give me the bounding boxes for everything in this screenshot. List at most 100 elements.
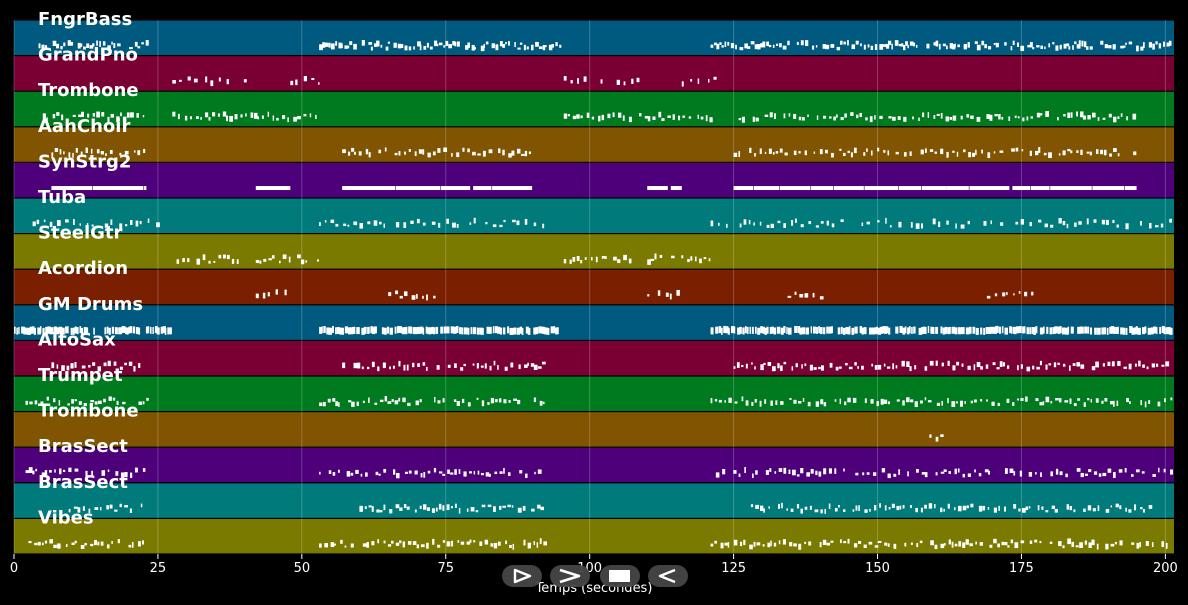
note-event <box>418 149 423 154</box>
stop-button[interactable] <box>600 565 640 587</box>
note-event <box>339 327 343 335</box>
note-event <box>136 113 139 118</box>
note-event <box>658 111 662 118</box>
fast-forward-button[interactable] <box>550 565 590 587</box>
note-event <box>1059 326 1062 334</box>
rewind-button[interactable] <box>648 565 688 587</box>
note-event <box>333 543 337 546</box>
note-event <box>481 400 485 407</box>
note-event <box>762 41 766 48</box>
note-event <box>820 399 824 405</box>
note-event <box>967 42 970 48</box>
note-event <box>871 363 874 367</box>
note-event <box>487 402 490 405</box>
note-event <box>903 116 907 122</box>
note-event <box>874 115 876 120</box>
note-event <box>733 152 738 158</box>
note-event <box>724 542 728 546</box>
note-event <box>124 327 127 335</box>
note-event <box>1026 366 1031 372</box>
note-event <box>172 79 176 84</box>
note-event <box>533 364 538 371</box>
note-event <box>90 399 95 403</box>
note-event <box>533 397 537 403</box>
note-event <box>1038 146 1041 153</box>
note-event <box>1096 149 1099 155</box>
note-event <box>401 327 406 335</box>
note-event <box>1017 398 1019 401</box>
note-event <box>25 400 28 405</box>
track-label: FngrBass <box>38 9 132 30</box>
note-event <box>548 44 553 51</box>
note-event <box>383 327 387 335</box>
note-event <box>359 222 364 229</box>
note-event <box>236 259 239 265</box>
note-event <box>1032 47 1035 50</box>
note-event <box>347 327 351 335</box>
note-event <box>62 469 66 472</box>
note-event <box>1049 327 1053 335</box>
note-event <box>427 470 431 474</box>
note-event <box>395 504 400 509</box>
note-event <box>804 150 807 156</box>
note-event <box>398 397 401 402</box>
note-event <box>789 542 793 547</box>
note-event <box>974 41 978 45</box>
note-event <box>816 326 818 334</box>
note-event <box>451 540 454 547</box>
note-event <box>488 149 493 154</box>
note-event <box>290 80 294 86</box>
note-event <box>811 186 834 191</box>
note-event <box>779 43 782 48</box>
note-event <box>815 45 818 48</box>
note-event <box>488 473 491 477</box>
note-event <box>865 117 868 121</box>
note-event <box>957 44 960 48</box>
note-event <box>91 470 94 476</box>
playback-controls <box>502 565 688 587</box>
note-event <box>135 327 139 335</box>
note-event <box>67 403 70 406</box>
track-lane <box>14 412 1174 447</box>
note-event <box>456 401 460 406</box>
note-event <box>733 366 736 369</box>
note-event <box>1019 326 1022 334</box>
note-event <box>1160 223 1164 228</box>
play-button[interactable] <box>502 565 542 587</box>
note-event <box>129 46 133 50</box>
note-event <box>777 363 780 369</box>
note-event <box>79 223 81 226</box>
note-event <box>1004 506 1007 512</box>
note-event <box>208 260 211 264</box>
note-event <box>1018 508 1021 512</box>
note-event <box>156 222 160 228</box>
note-event <box>453 399 457 402</box>
note-event <box>371 327 376 335</box>
note-event <box>361 327 365 335</box>
note-event <box>533 541 535 545</box>
note-event <box>473 186 492 191</box>
note-event <box>945 116 950 122</box>
note-event <box>949 43 954 49</box>
note-event <box>1057 117 1059 121</box>
note-event <box>491 43 495 49</box>
note-event <box>41 44 45 49</box>
note-event <box>1129 401 1131 404</box>
note-event <box>519 470 523 474</box>
note-event <box>935 472 938 476</box>
note-event <box>810 326 813 334</box>
note-event <box>749 326 751 334</box>
track-label: Acordion <box>38 258 128 279</box>
note-event <box>107 360 111 367</box>
note-event <box>927 112 930 118</box>
note-event <box>1029 221 1032 227</box>
note-event <box>432 327 436 335</box>
note-event <box>82 506 85 511</box>
note-event <box>1039 540 1042 544</box>
note-event <box>213 260 216 263</box>
note-event <box>1075 545 1079 548</box>
note-event <box>373 43 378 47</box>
note-event <box>78 401 82 405</box>
note-event <box>661 118 665 122</box>
note-event <box>28 540 32 544</box>
